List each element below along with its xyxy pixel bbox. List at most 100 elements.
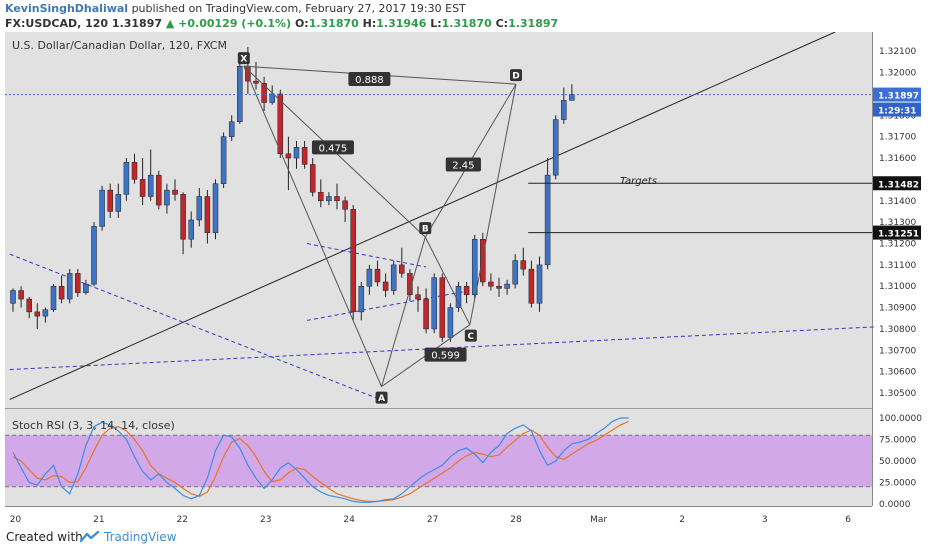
price-tick-label: 1.30600 <box>879 368 916 378</box>
close-label: C: <box>495 17 509 30</box>
candle-body <box>528 268 535 304</box>
symbol-info-line: FX:USDCAD, 120 1.31897 ▲ +0.00129 (+0.1%… <box>5 17 558 30</box>
candle-body <box>50 285 57 310</box>
pattern-point-b-marker <box>419 222 432 235</box>
candle-body <box>561 100 567 120</box>
price-tag-target <box>873 176 921 191</box>
tradingview-brand-link[interactable]: TradingView <box>104 530 177 544</box>
time-tick-label: 20 <box>10 515 22 524</box>
candle-body <box>66 273 73 300</box>
price-chart[interactable]: 100.0000 75.0000 50.0000 25.0000 0.0000 1.32… <box>0 32 932 524</box>
indicator-tick-label: 50.0000 <box>879 457 916 467</box>
candle-body <box>18 290 24 300</box>
candle-body <box>439 277 446 338</box>
candle-body <box>115 194 122 212</box>
candle-body <box>358 285 365 313</box>
footer: Created with TradingView <box>0 524 932 550</box>
pattern-point-label: C <box>468 332 475 342</box>
candle-body <box>342 200 348 210</box>
price-tag-label: 1.31897 <box>878 92 919 102</box>
price-tick-label: 1.31700 <box>879 133 916 143</box>
price-tick-label: 1.30900 <box>879 304 916 314</box>
pattern-leg-bc <box>424 236 471 325</box>
tradingview-logo-icon <box>80 531 100 543</box>
candle-body <box>544 174 551 266</box>
candle-body <box>455 285 462 308</box>
ratio-label: 0.475 <box>319 143 348 154</box>
candle-body <box>180 194 186 240</box>
time-tick-label: 3 <box>762 515 768 524</box>
indicator-tick-label: 0.0000 <box>879 500 911 510</box>
high-label: H: <box>362 17 377 30</box>
candle-body <box>463 285 470 296</box>
candle-body <box>415 294 421 300</box>
candle-body <box>220 136 227 184</box>
price-tick-label: 1.31200 <box>879 240 916 250</box>
time-tick-label: 6 <box>845 515 851 524</box>
time-tick-label: 28 <box>510 515 522 524</box>
candle-body <box>10 290 16 304</box>
candle-body <box>569 94 575 101</box>
pattern-point-label: A <box>378 394 385 404</box>
candle-body <box>536 264 543 304</box>
channel-line-bottom <box>9 326 876 371</box>
price-tick-label: 1.31000 <box>879 282 916 292</box>
candle-body <box>504 283 510 289</box>
candle-body <box>228 121 235 137</box>
indicator-tick-label: 25.0000 <box>879 479 916 489</box>
candle-body <box>156 174 162 206</box>
candle-body <box>318 191 324 202</box>
candle-body <box>172 189 178 195</box>
candle-body <box>293 147 300 159</box>
candle-body <box>139 179 146 197</box>
candle-body <box>123 162 130 195</box>
open-value: 1.31870 <box>308 17 359 30</box>
candle-body <box>488 281 494 287</box>
trendline-support <box>9 32 836 400</box>
ratio-label: 2.45 <box>452 160 474 171</box>
publication-header: KevinSinghDhaliwal published on TradingV… <box>0 0 932 32</box>
candle-body <box>285 153 292 159</box>
stoch-d-line <box>12 420 629 502</box>
price-tick-label: 1.31400 <box>879 197 916 207</box>
price-change: ▲ +0.00129 (+0.1%) <box>165 17 292 30</box>
candle-body <box>261 83 267 103</box>
candle-body <box>204 196 211 234</box>
candle-body <box>447 307 454 338</box>
price-tag-timer <box>873 102 921 117</box>
price-tick-label: 1.30500 <box>879 389 916 399</box>
pattern-point-x-marker <box>237 52 250 65</box>
indicator-tick-label: 100.0000 <box>879 414 922 424</box>
candle-body <box>147 174 154 197</box>
price-tick-label: 1.30700 <box>879 346 916 356</box>
candle-body <box>366 268 373 287</box>
candle-body <box>407 273 413 296</box>
candle-body <box>212 183 219 234</box>
ratio-label-box <box>445 157 481 172</box>
candle-body <box>301 147 308 165</box>
close-value: 1.31897 <box>508 17 559 30</box>
candle-body <box>277 93 284 155</box>
candle-body <box>399 264 405 274</box>
price-tick-label: 1.32000 <box>879 69 916 79</box>
candle-body <box>107 189 113 212</box>
author-link[interactable]: KevinSinghDhaliwal <box>5 2 129 15</box>
candle-body <box>471 238 478 296</box>
created-with-text: Created with <box>6 530 83 544</box>
pattern-point-label: B <box>422 225 429 235</box>
candle-body <box>34 311 41 317</box>
price-tag-current <box>873 87 921 102</box>
high-value: 1.31946 <box>376 17 427 30</box>
price-tag-target <box>873 225 921 240</box>
time-tick-label: 22 <box>177 515 188 524</box>
stoch-band <box>5 435 872 487</box>
price-tick-label: 1.32100 <box>879 47 916 57</box>
candle-body <box>520 260 527 270</box>
ratio-label-box <box>424 347 467 362</box>
time-tick-label: 2 <box>679 515 685 524</box>
stoch-k-line <box>12 417 629 503</box>
ratio-label: 0.599 <box>431 351 460 362</box>
time-tick-label: 24 <box>343 515 355 524</box>
ratio-label-box <box>311 140 354 155</box>
price-tag-label: 1.31251 <box>878 230 919 240</box>
